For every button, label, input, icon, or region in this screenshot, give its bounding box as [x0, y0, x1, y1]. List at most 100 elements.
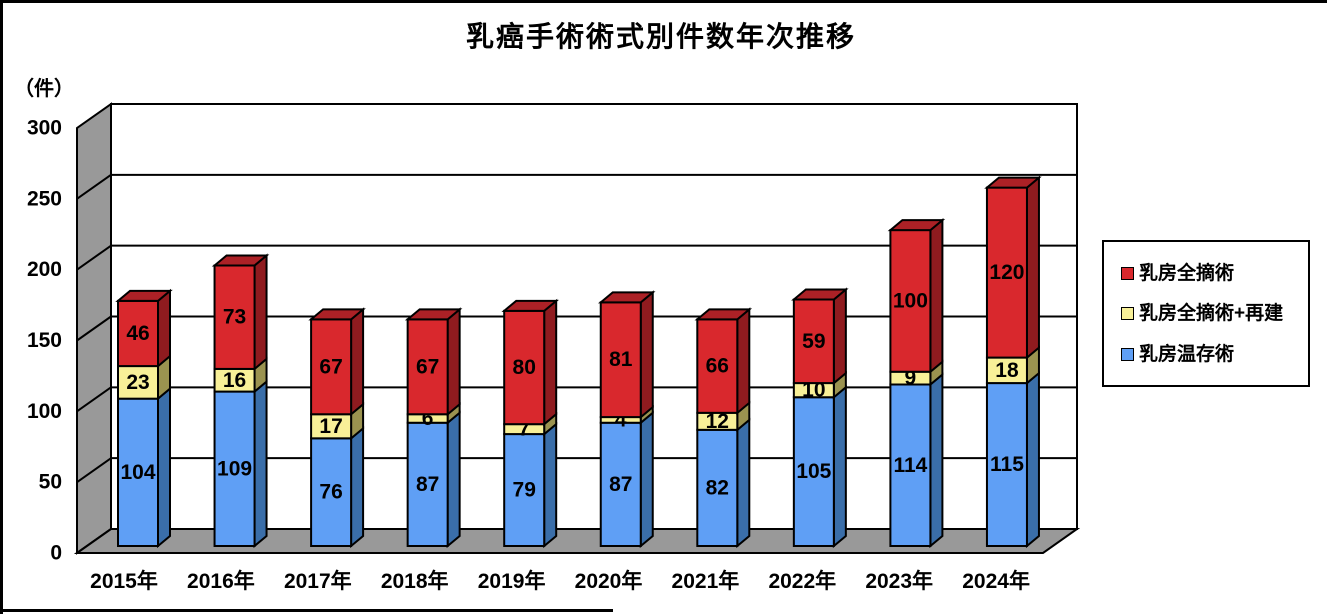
category-label: 2019年 [478, 569, 546, 593]
bar-value-label: 9 [905, 367, 917, 390]
legend-swatch [1121, 307, 1134, 320]
bar-value-label: 120 [989, 261, 1024, 284]
bar-side [446, 307, 461, 417]
category-label: 2024年 [962, 569, 1030, 593]
bar-side [543, 298, 558, 427]
bar-front [599, 421, 642, 547]
bar-top [501, 299, 559, 312]
bar-side [639, 410, 654, 549]
y-tick-label: 200 [27, 258, 62, 281]
bar-front [503, 309, 546, 426]
bar-side [1025, 175, 1040, 360]
bar-top [984, 176, 1042, 189]
legend-item-2: 乳房温存術 [1121, 345, 1308, 364]
bar-side [929, 372, 944, 549]
bar-front [310, 437, 353, 548]
bar-value-label: 7 [518, 418, 530, 441]
bar-side [446, 410, 461, 549]
bar-top [308, 308, 366, 321]
bar-value-label: 76 [319, 481, 342, 504]
bar-value-label: 81 [609, 348, 633, 371]
bar-2018年: 87 6 67 [404, 307, 463, 549]
category-label: 2017年 [284, 569, 352, 593]
bar-side [736, 417, 751, 549]
bar-front [792, 396, 835, 547]
bar-value-label: 17 [319, 415, 342, 438]
bar-front [310, 318, 353, 416]
bar-top [404, 308, 463, 321]
category-label: 2015年 [90, 569, 158, 593]
y-tick-label: 50 [39, 471, 62, 494]
bar-side [253, 379, 268, 549]
bar-front [599, 301, 642, 419]
bar-2022年: 105 10 59 [791, 287, 849, 549]
legend-label: 乳房全摘術 [1139, 262, 1235, 284]
bar-side [1025, 370, 1040, 549]
y-axis-unit-label: （件） [14, 76, 74, 100]
bar-side [157, 288, 171, 369]
bar-value-label: 67 [319, 355, 342, 378]
bar-value-label: 18 [995, 359, 1019, 382]
bar-2023年: 114 9 100 [887, 217, 946, 549]
category-label: 2016年 [187, 569, 255, 593]
bar-side [253, 253, 268, 372]
bar-front [792, 298, 835, 385]
bar-value-label: 82 [706, 476, 729, 499]
bar-front [985, 186, 1028, 359]
wall-grid-line [76, 457, 112, 483]
bar-value-label: 109 [217, 457, 252, 480]
bar-value-label: 105 [796, 460, 831, 483]
bar-2024年: 115 18 120 [984, 175, 1042, 549]
bar-2015年: 104 23 46 [115, 288, 173, 549]
bar-side [929, 217, 944, 374]
wall-grid-line [76, 244, 112, 271]
chart-title: 乳癌手術術式別件数年次推移 [466, 20, 856, 52]
bar-value-label: 59 [802, 330, 825, 353]
y-tick-label: 0 [50, 542, 62, 565]
bar-value-label: 115 [990, 453, 1024, 476]
bar-value-label: 66 [706, 355, 729, 378]
bar-value-label: 67 [416, 355, 439, 378]
wall-grid-line [76, 174, 112, 200]
bar-value-label: 87 [609, 473, 632, 496]
bar-top [597, 291, 656, 304]
bar-side [350, 307, 365, 417]
bar-value-label: 6 [422, 407, 434, 430]
bar-side [543, 421, 558, 549]
bar-front [213, 390, 256, 548]
bar-front [696, 428, 739, 548]
bar-top [791, 288, 849, 301]
category-label: 2020年 [575, 569, 643, 593]
bar-2017年: 76 17 67 [308, 307, 366, 549]
wall-grid-line [76, 386, 112, 413]
bar-value-label: 80 [513, 356, 536, 379]
bar-value-label: 100 [893, 289, 928, 312]
bar-value-label: 104 [120, 461, 155, 484]
bar-front [213, 264, 256, 370]
bar-2016年: 109 16 73 [211, 253, 270, 549]
bar-front [406, 421, 449, 547]
bar-value-label: 16 [223, 369, 246, 392]
bar-side [157, 386, 171, 549]
bar-value-label: 114 [893, 454, 927, 477]
bar-side [832, 385, 847, 549]
bar-side [639, 290, 654, 420]
bar-top [211, 254, 270, 267]
bar-value-label: 23 [126, 371, 149, 394]
legend-item-1: 乳房全摘術+再建 [1121, 304, 1308, 323]
bar-front [696, 318, 739, 414]
legend-item-0: 乳房全摘術 [1121, 264, 1308, 283]
legend: 乳房全摘術乳房全摘術+再建乳房温存術 [1102, 240, 1310, 387]
bar-2021年: 82 12 66 [694, 307, 753, 549]
y-tick-label: 250 [27, 187, 62, 210]
legend-label: 乳房温存術 [1139, 343, 1235, 365]
bar-top [115, 289, 173, 302]
y-tick-label: 100 [27, 400, 62, 423]
y-tick-label: 300 [27, 117, 62, 140]
bar-top [694, 308, 753, 321]
bar-front [889, 229, 932, 373]
bar-2019年: 79 7 80 [501, 298, 559, 549]
